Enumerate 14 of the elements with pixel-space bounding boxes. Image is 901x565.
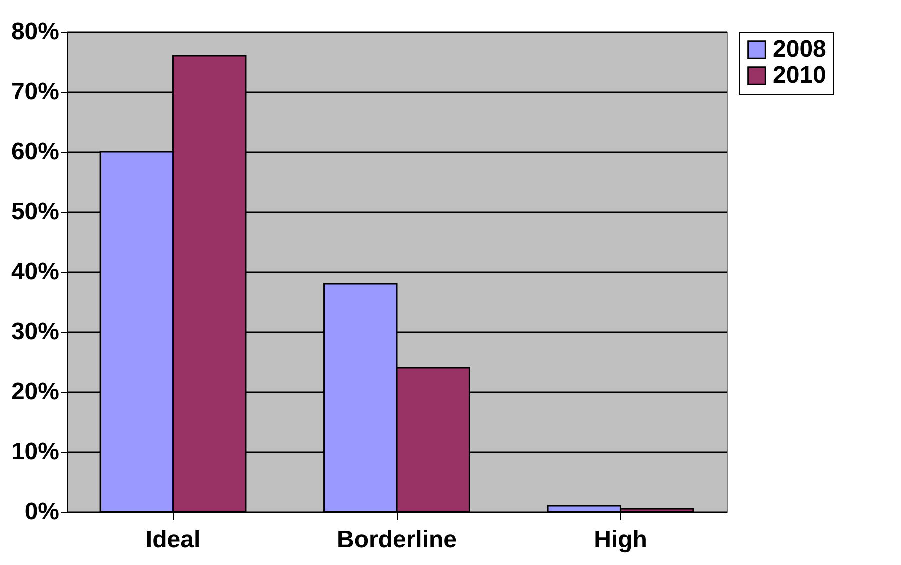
x-tick-label: Ideal	[146, 526, 201, 554]
y-tick-label: 30%	[11, 318, 60, 346]
y-tick-label: 60%	[11, 138, 60, 166]
y-tick-label: 40%	[11, 258, 60, 286]
y-tick-label: 80%	[11, 18, 60, 46]
y-tick-label: 10%	[11, 438, 60, 466]
y-tick-label: 50%	[11, 198, 60, 226]
y-tick-label: 20%	[11, 378, 60, 406]
legend-label: 2008	[773, 36, 826, 63]
y-tick-label: 0%	[24, 498, 60, 526]
x-tick-label: High	[594, 526, 648, 554]
legend-label: 2010	[773, 62, 826, 89]
x-tick-label: Borderline	[336, 526, 458, 554]
y-tick-label: 70%	[11, 78, 60, 106]
